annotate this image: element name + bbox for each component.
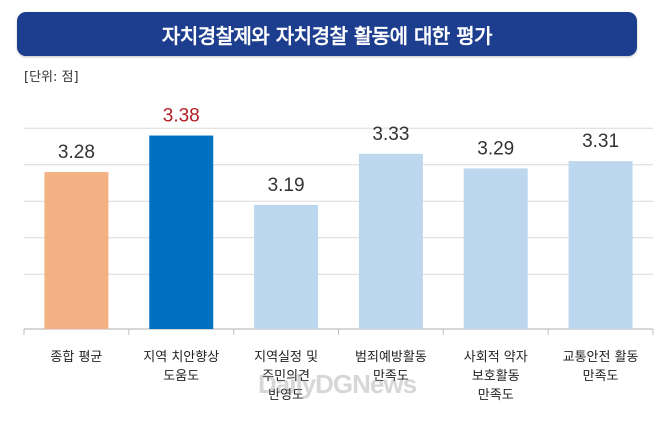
title-bar: 자치경찰제와 자치경찰 활동에 대한 평가 [17,12,637,56]
bar-1 [149,135,214,329]
category-label-line: 범죄예방활동 [355,350,427,365]
category-label-line: 지역 치안향상 [143,350,219,365]
category-label-line: 도움도 [163,369,199,384]
category-label-line: 종합 평균 [50,350,102,365]
bar-4 [463,168,528,329]
category-label-line: 보호활동 [472,369,520,384]
value-label-2: 3.19 [268,175,305,196]
unit-label: [단위: 점] [24,70,79,85]
watermark: DailyDGNews [258,369,417,399]
category-label-0: 종합 평균 [50,350,102,365]
category-label-line: 만족도 [583,369,619,384]
bar-2 [254,204,319,329]
category-label-line: 지역실정 및 [254,350,318,365]
category-label-line: 반영도 [268,388,304,403]
category-label-line: 교통안전 활동 [563,350,639,365]
value-label-4: 3.29 [477,138,514,159]
category-label-line: 사회적 약자 [464,350,528,365]
category-label-line: 만족도 [373,369,409,384]
value-label-1: 3.38 [163,106,200,127]
value-label-5: 3.31 [582,131,619,152]
chart-title: 자치경찰제와 자치경찰 활동에 대한 평가 [161,23,493,48]
bar-3 [358,153,423,329]
category-label-line: 만족도 [478,388,514,403]
bar-0 [44,172,109,329]
value-label-0: 3.28 [58,142,95,163]
bar-5 [568,161,633,329]
value-label-3: 3.33 [372,124,409,145]
category-label-line: 주민의견 [262,369,310,384]
